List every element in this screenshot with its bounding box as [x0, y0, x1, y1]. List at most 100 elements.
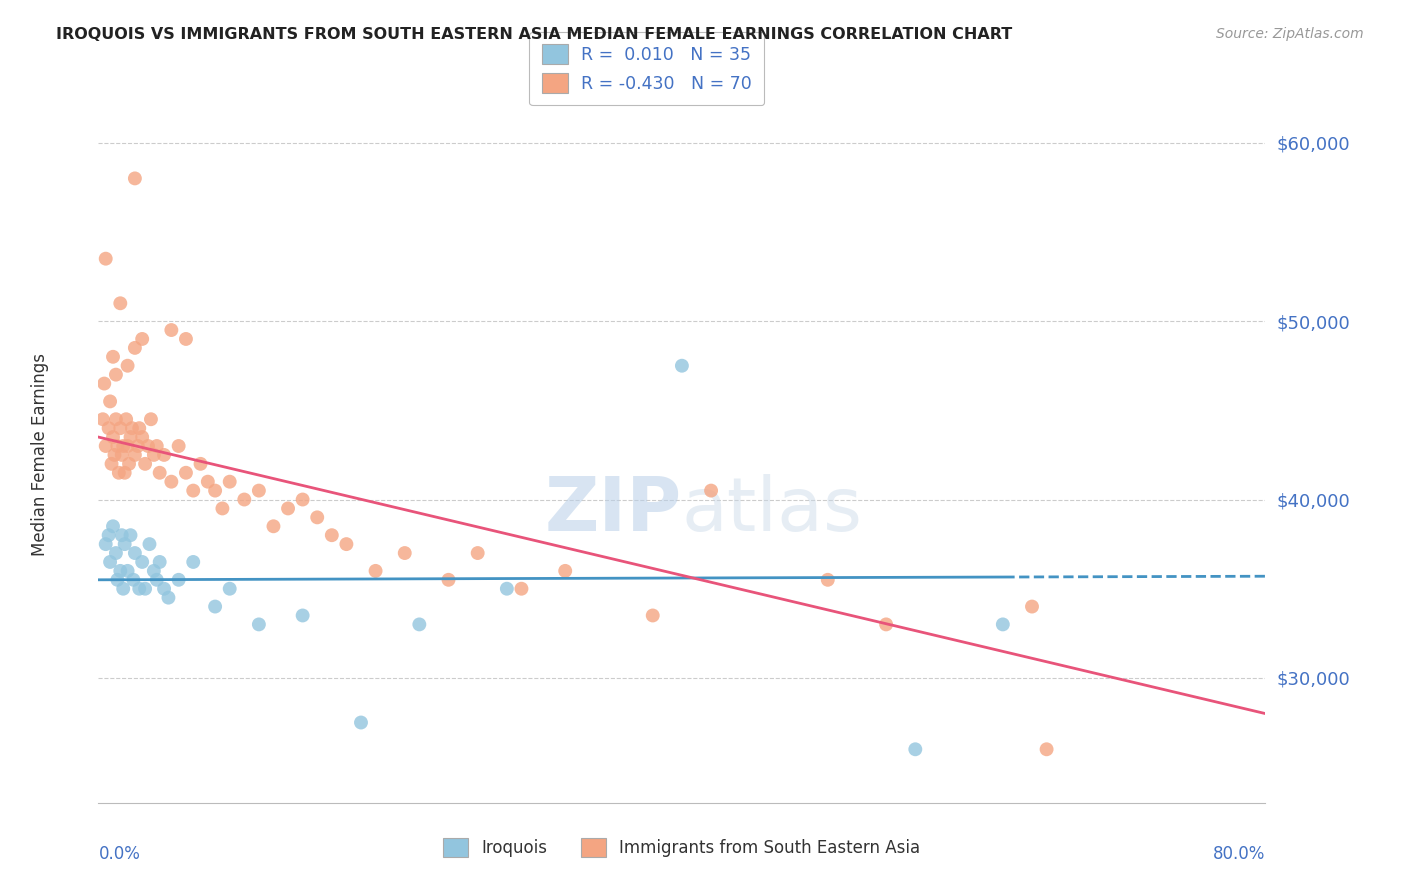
Point	[197, 475, 219, 489]
Point	[131, 555, 153, 569]
Point	[104, 546, 127, 560]
Point	[104, 368, 127, 382]
Legend: Iroquois, Immigrants from South Eastern Asia: Iroquois, Immigrants from South Eastern …	[437, 831, 927, 864]
Text: Source: ZipAtlas.com: Source: ZipAtlas.com	[1216, 27, 1364, 41]
Point	[496, 582, 519, 596]
Point	[204, 599, 226, 614]
Point	[120, 528, 142, 542]
Point	[131, 332, 153, 346]
Point	[114, 466, 136, 480]
Point	[111, 528, 134, 542]
Point	[97, 421, 120, 435]
Point	[146, 573, 169, 587]
Point	[128, 582, 150, 596]
Point	[111, 448, 134, 462]
Text: atlas: atlas	[682, 474, 863, 547]
Point	[262, 519, 284, 533]
Point	[100, 457, 122, 471]
Point	[94, 537, 117, 551]
Point	[98, 555, 121, 569]
Point	[350, 715, 373, 730]
Point	[160, 475, 183, 489]
Point	[134, 457, 156, 471]
Point	[157, 591, 180, 605]
Point	[700, 483, 723, 498]
Point	[103, 448, 125, 462]
Point	[167, 573, 190, 587]
Point	[149, 466, 172, 480]
Point	[101, 519, 124, 533]
Point	[233, 492, 256, 507]
Point	[120, 430, 142, 444]
Point	[105, 573, 128, 587]
Point	[136, 439, 159, 453]
Point	[641, 608, 664, 623]
Point	[904, 742, 927, 756]
Point	[991, 617, 1014, 632]
Point	[101, 350, 124, 364]
Point	[817, 573, 839, 587]
Point	[181, 555, 204, 569]
Point	[118, 457, 141, 471]
Point	[101, 430, 124, 444]
Point	[190, 457, 212, 471]
Point	[110, 564, 132, 578]
Point	[149, 555, 172, 569]
Point	[117, 564, 139, 578]
Text: IROQUOIS VS IMMIGRANTS FROM SOUTH EASTERN ASIA MEDIAN FEMALE EARNINGS CORRELATIO: IROQUOIS VS IMMIGRANTS FROM SOUTH EASTER…	[56, 27, 1012, 42]
Point	[467, 546, 489, 560]
Point	[394, 546, 416, 560]
Point	[131, 430, 153, 444]
Point	[321, 528, 343, 542]
Point	[142, 564, 165, 578]
Point	[174, 466, 197, 480]
Point	[94, 439, 117, 453]
Point	[121, 421, 143, 435]
Point	[110, 296, 132, 310]
Point	[153, 582, 176, 596]
Point	[181, 483, 204, 498]
Point	[127, 439, 149, 453]
Point	[307, 510, 329, 524]
Point	[510, 582, 533, 596]
Point	[105, 439, 128, 453]
Point	[128, 421, 150, 435]
Point	[122, 573, 145, 587]
Text: Median Female Earnings: Median Female Earnings	[31, 353, 49, 557]
Point	[364, 564, 387, 578]
Point	[174, 332, 197, 346]
Point	[408, 617, 430, 632]
Point	[1035, 742, 1057, 756]
Text: 0.0%: 0.0%	[98, 845, 141, 863]
Point	[134, 582, 156, 596]
Point	[117, 439, 139, 453]
Point	[218, 582, 240, 596]
Point	[139, 412, 162, 426]
Point	[167, 439, 190, 453]
Point	[91, 412, 114, 426]
Point	[94, 252, 117, 266]
Point	[124, 546, 146, 560]
Point	[142, 448, 165, 462]
Point	[97, 528, 120, 542]
Point	[247, 483, 270, 498]
Point	[124, 341, 146, 355]
Point	[138, 537, 160, 551]
Point	[671, 359, 693, 373]
Point	[104, 412, 127, 426]
Point	[124, 448, 146, 462]
Point	[247, 617, 270, 632]
Point	[110, 421, 132, 435]
Point	[277, 501, 299, 516]
Point	[437, 573, 460, 587]
Point	[875, 617, 897, 632]
Point	[115, 412, 138, 426]
Point	[117, 359, 139, 373]
Point	[554, 564, 576, 578]
Point	[211, 501, 233, 516]
Point	[146, 439, 169, 453]
Point	[124, 171, 146, 186]
Point	[98, 394, 121, 409]
Point	[108, 466, 131, 480]
Point	[291, 608, 314, 623]
